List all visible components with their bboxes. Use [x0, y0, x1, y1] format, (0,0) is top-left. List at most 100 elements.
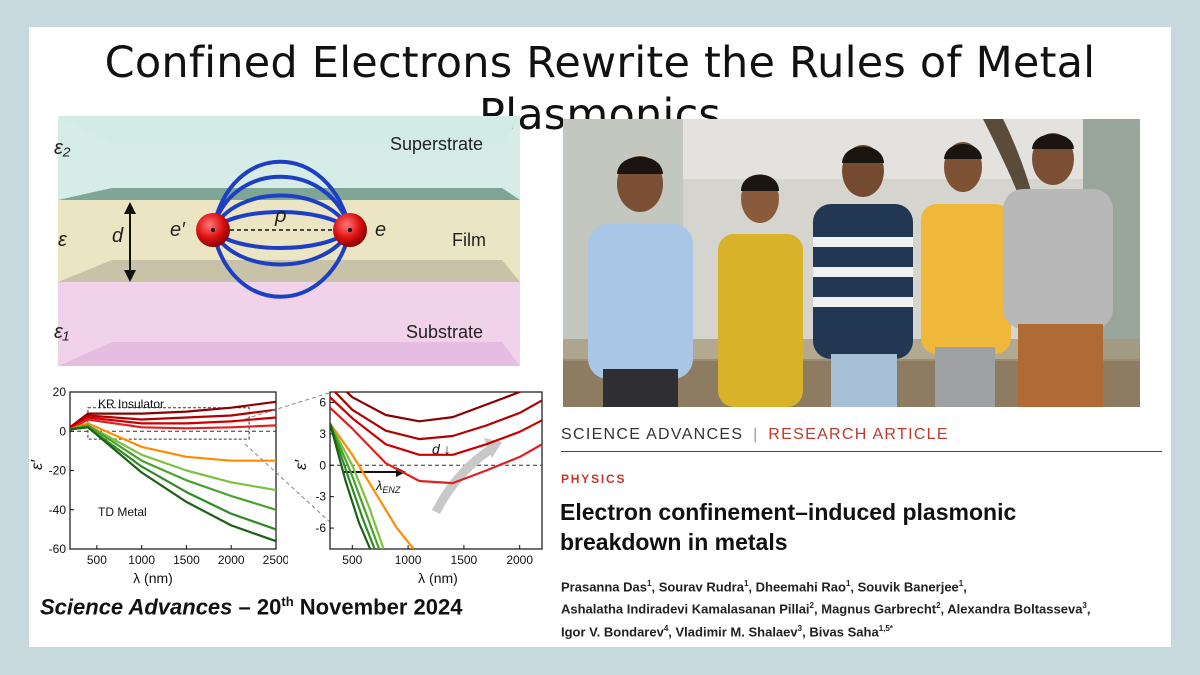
article-header-separator: | [753, 426, 759, 443]
chart1-annotation-insulator: KR Insulator [98, 397, 164, 411]
author-list: Prasanna Das1, Sourav Rudra1, Dheemahi R… [561, 579, 1091, 639]
paper-title: Electron confinement–induced plasmonic b… [560, 499, 1017, 555]
author-name: Magnus Garbrecht [821, 601, 937, 617]
decreasing-d-arrow [431, 444, 496, 515]
article-header-rule [561, 451, 1162, 452]
author-affiliation: 4 [663, 623, 669, 633]
author-name: Souvik Banerjee [857, 579, 959, 595]
chart1-series-insulator-1 [70, 400, 276, 429]
chart2-series-d3 [330, 396, 542, 456]
chart1-xtick-label: 1500 [173, 553, 200, 567]
thickness-label: d [112, 225, 124, 247]
person-4-trousers [935, 347, 995, 407]
chart1-xtick-label: 500 [87, 553, 107, 567]
chart2-ytick-label: 6 [319, 395, 326, 409]
chart1-ytick-label: 0 [59, 424, 66, 438]
chart2-ytick-label: 3 [319, 427, 326, 441]
person-3-jeans [831, 354, 897, 407]
person-1-hair [617, 156, 663, 174]
chart1-series-transition [70, 422, 276, 462]
chart2-xtick-label: 500 [342, 553, 362, 567]
zoom-connector [244, 391, 333, 525]
eps2-label: ε₂ [54, 137, 71, 159]
chart1-ytick-label: -60 [49, 542, 67, 556]
chart1-ytick-label: -40 [49, 503, 67, 517]
author-affiliation: 1,5* [878, 623, 893, 633]
film-bottom-face [58, 260, 520, 282]
chart2-series-d1 [345, 392, 522, 423]
substrate-label: Substrate [406, 322, 483, 342]
person-5-shirt [1003, 189, 1113, 329]
person-2 [718, 174, 803, 407]
author-affiliation: 3 [1082, 601, 1087, 611]
author-affiliation: 2 [809, 601, 814, 611]
chart2-frame [329, 391, 543, 550]
publication-month-year: November 2024 [299, 594, 463, 620]
person-1 [588, 156, 693, 407]
zoom-line-top [244, 391, 333, 420]
person-3-stripe-3 [813, 297, 913, 307]
chart1-ytick-label: -20 [49, 464, 67, 478]
chart1-annotation-metal: TD Metal [98, 505, 147, 519]
person-1-trousers [603, 369, 678, 407]
author-affiliation: 1 [845, 579, 851, 588]
author-name: Bivas Saha [809, 623, 879, 639]
chart1-series-insulator-2 [70, 408, 276, 429]
author-name: Ashalatha Indiradevi Kamalasanan Pillai [561, 601, 810, 617]
thickness-arrow-bottom [124, 270, 136, 282]
author-name: Prasanna Das [561, 579, 647, 595]
person-3-hair [842, 146, 884, 163]
author-affiliation: 1 [958, 579, 964, 588]
person-4 [921, 142, 1011, 407]
publication-day: 20 [256, 594, 282, 620]
author-name: Dheemahi Rao [755, 579, 846, 595]
superstrate-label: Superstrate [390, 134, 483, 154]
person-3-stripe-2 [813, 267, 913, 277]
chart-permittivity-zoom: λ (nm) ε′ d ↓ λENZ 500 1000 1500 2000 6 3 0 -3 -… [293, 391, 543, 586]
chart2-series-d2 [333, 392, 542, 441]
author-affiliation: 3 [797, 623, 803, 633]
chart1-ylabel: ε′ [29, 459, 46, 470]
chart2-annotation-enz: λENZ [375, 478, 401, 495]
publication-journal: Science Advances [40, 594, 233, 620]
chart2-ytick-label: 0 [319, 458, 326, 472]
chart2-series-g2 [330, 422, 381, 549]
eps1-label: ε₁ [54, 321, 69, 343]
author-name: Vladimir M. Shalaev [675, 623, 798, 639]
person-2-dress [718, 234, 803, 407]
person-5-trousers [1018, 324, 1103, 407]
charge-left-label: e′ [170, 219, 186, 241]
chart2-series-d4 [330, 406, 542, 485]
author-affiliation: 2 [936, 601, 941, 611]
author-name: Sourav Rudra [658, 579, 744, 595]
person-5 [1003, 133, 1113, 407]
chart-permittivity-full: λ (nm) ε′ KR Insulator TD Metal 500 1000 1… [29, 385, 288, 586]
chart2-series-orange [330, 422, 415, 549]
chart2-ytick-label: -3 [315, 490, 326, 504]
chart1-xtick-label: 2000 [218, 553, 245, 567]
chart2-xtick-label: 2000 [506, 553, 533, 567]
thickness-arrow-top [124, 202, 136, 214]
chart2-series-g3 [330, 423, 376, 549]
chart1-series-metal-2 [70, 424, 276, 511]
article-type: RESEARCH ARTICLE [768, 426, 949, 443]
person-3-sweater [813, 204, 913, 359]
separation-label: ρ [274, 205, 286, 227]
author-name: Alexandra Boltasseva [947, 601, 1083, 617]
person-5-hair [1032, 134, 1074, 149]
eps-label: ε [58, 229, 68, 251]
person-2-hair [741, 174, 779, 191]
publication-day-suffix: th [281, 594, 294, 609]
author-affiliation: 1 [743, 579, 749, 588]
slide-title: Confined Electrons Rewrite the Rules of … [104, 38, 1096, 140]
person-3-stripe-1 [813, 237, 913, 247]
substrate-bottom-face [58, 342, 520, 366]
chart1-xlabel: λ (nm) [133, 570, 173, 586]
film-label: Film [452, 230, 486, 250]
chart2-annotation-d: d ↓ [432, 441, 451, 457]
chart1-series-insulator-4 [70, 418, 276, 431]
chart2-ytick-label: -6 [315, 521, 326, 535]
chart1-series-metal-4 [70, 426, 276, 543]
chart1-series-insulator-3 [70, 416, 276, 431]
person-1-shirt [588, 224, 693, 379]
